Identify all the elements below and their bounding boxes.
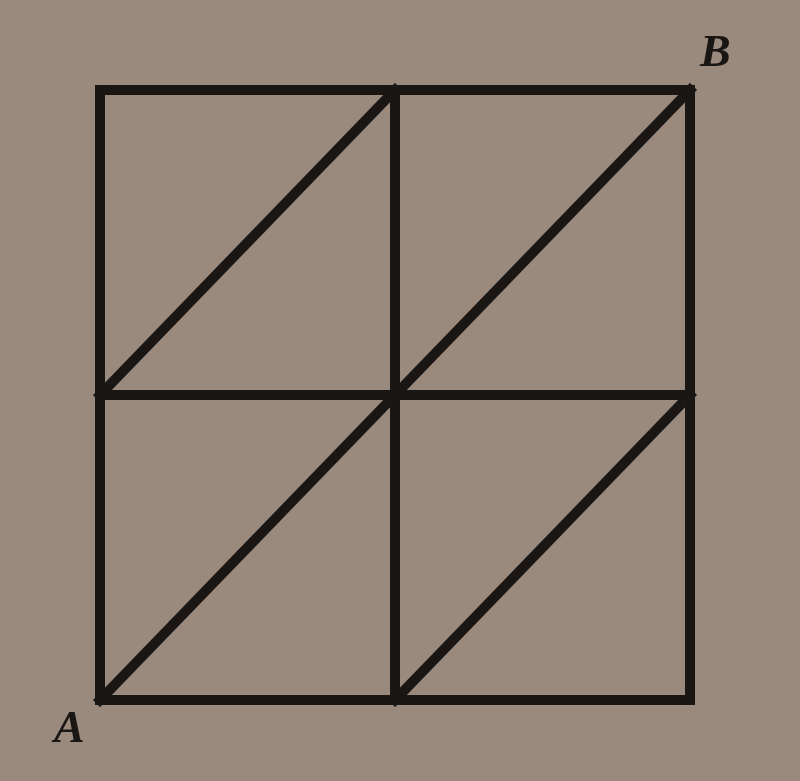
vertex-label-a: A <box>54 700 85 753</box>
grid-svg <box>0 0 800 781</box>
diagram-stage: A B <box>0 0 800 781</box>
edge <box>100 395 395 700</box>
edge-group <box>100 90 690 700</box>
edge <box>100 90 395 395</box>
vertex-label-b: B <box>700 24 731 77</box>
edge <box>395 90 690 395</box>
edge <box>395 395 690 700</box>
